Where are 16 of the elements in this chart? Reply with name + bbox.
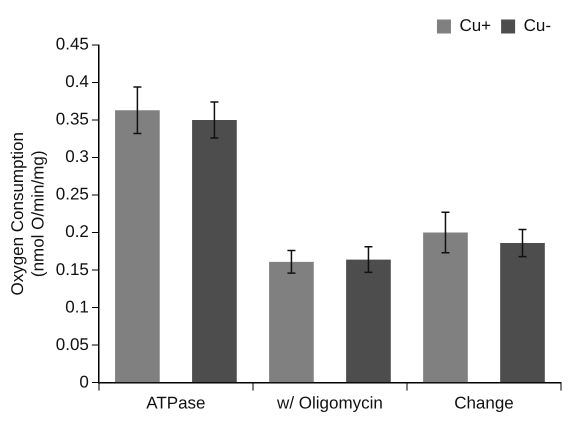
y-tick-label: 0.35: [56, 110, 89, 129]
y-tick-label: 0.2: [65, 222, 89, 242]
x-tick-label: Change: [454, 393, 514, 412]
y-tick-label: 0.1: [65, 297, 89, 316]
y-tick-label: 0: [79, 372, 89, 392]
y-tick-label: 0.05: [56, 334, 89, 354]
legend-label: Cu+: [459, 16, 492, 36]
y-axis-title: Oxygen Consumption (nmol O/min/mg): [8, 132, 48, 296]
y-tick-label: 0.15: [56, 260, 89, 279]
y-tick-label: 0.25: [56, 184, 89, 204]
x-tick-label: w/ Oligomycin: [276, 393, 383, 412]
y-tick-label: 0.45: [56, 34, 89, 54]
x-tick-label: ATPase: [146, 393, 206, 412]
legend-label: Cu-: [524, 16, 552, 36]
y-tick-label: 0.4: [65, 72, 89, 92]
y-tick-label: 0.3: [65, 147, 89, 166]
